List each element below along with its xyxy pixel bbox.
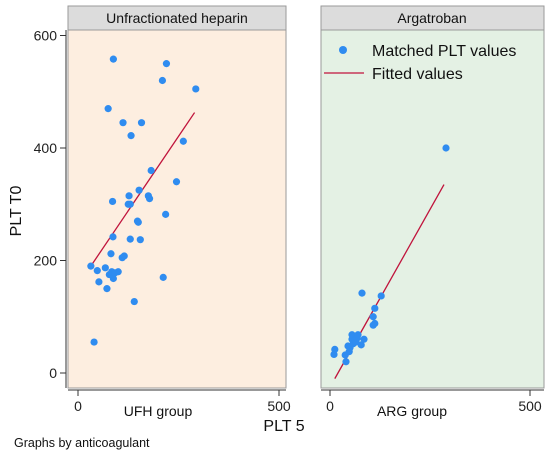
panel-ufh-marks — [87, 55, 200, 346]
data-point-arg-1 — [331, 345, 339, 353]
legend-label-points: Matched PLT values — [372, 43, 516, 60]
data-point-ufh-17 — [120, 252, 128, 260]
data-point-arg-21 — [377, 292, 385, 300]
data-point-ufh-35 — [162, 210, 170, 218]
x-tick-label-ufh-500: 500 — [267, 398, 291, 414]
data-point-arg-15 — [358, 289, 366, 297]
data-point-ufh-21 — [126, 200, 134, 208]
legend-marker-points — [339, 46, 347, 54]
panel-ufh-strip-label: Unfractionated heparin — [106, 10, 248, 26]
panel-arg-marks — [330, 144, 450, 379]
data-point-ufh-22 — [126, 235, 134, 243]
data-point-arg-18 — [369, 313, 377, 321]
data-point-ufh-1 — [90, 338, 98, 346]
data-point-ufh-27 — [135, 186, 143, 194]
panel-arg-strip-label: Argatroban — [397, 10, 466, 26]
data-point-ufh-36 — [162, 60, 171, 68]
data-point-ufh-23 — [127, 132, 135, 140]
x-axis-ufh: 0 500 — [68, 389, 291, 414]
data-point-ufh-15 — [114, 268, 122, 276]
data-point-ufh-11 — [109, 274, 117, 283]
ufh-group-label: UFH group — [124, 403, 193, 419]
legend-label-line: Fitted values — [372, 66, 463, 83]
panel-arg-background — [320, 29, 545, 389]
data-point-ufh-32 — [147, 166, 155, 175]
by-note: Graphs by anticoagulant — [14, 436, 150, 450]
x-axis-arg: 0 500 — [321, 389, 544, 414]
x-tick-label-arg-500: 500 — [518, 398, 542, 414]
y-tick-label-0: 0 — [49, 365, 57, 381]
y-tick-label-200: 200 — [34, 253, 58, 269]
data-point-ufh-39 — [192, 85, 200, 93]
data-point-ufh-28 — [136, 236, 144, 244]
data-point-ufh-24 — [130, 297, 138, 306]
data-point-ufh-33 — [158, 76, 167, 85]
data-point-ufh-14 — [104, 105, 112, 113]
panel-ufh-background — [67, 29, 287, 389]
panel-arg-strip — [320, 5, 545, 31]
data-point-ufh-20 — [125, 192, 133, 200]
data-point-arg-20 — [371, 319, 379, 328]
data-point-arg-16 — [360, 335, 368, 343]
x-tick-label-arg-0: 0 — [326, 398, 334, 414]
legend: Matched PLT values Fitted values — [324, 43, 516, 83]
data-point-ufh-26 — [134, 218, 142, 226]
x-tick-label-ufh-0: 0 — [74, 398, 82, 414]
data-point-ufh-7 — [107, 250, 115, 258]
data-point-ufh-31 — [145, 195, 154, 203]
data-point-ufh-18 — [119, 119, 127, 127]
data-point-ufh-5 — [103, 285, 111, 293]
data-point-arg-3 — [342, 358, 350, 366]
data-point-arg-19 — [371, 304, 379, 312]
x-axis-title: PLT 5 — [263, 418, 304, 435]
data-point-ufh-29 — [137, 119, 146, 127]
data-point-ufh-3 — [95, 278, 103, 286]
y-axis: 0 200 400 600 — [34, 28, 67, 388]
data-point-arg-14 — [357, 341, 365, 349]
data-point-ufh-9 — [108, 197, 117, 206]
data-point-arg-22 — [442, 144, 450, 152]
arg-group-label: ARG group — [377, 403, 447, 419]
panel-ufh-strip — [67, 5, 287, 31]
data-point-ufh-2 — [93, 267, 101, 275]
data-point-ufh-37 — [172, 178, 181, 186]
data-point-ufh-4 — [101, 264, 109, 272]
data-point-ufh-0 — [87, 262, 95, 270]
y-tick-label-600: 600 — [34, 28, 58, 44]
data-point-ufh-38 — [179, 137, 187, 145]
data-point-ufh-12 — [109, 55, 117, 63]
y-axis-title: PLT T0 — [8, 186, 25, 237]
data-point-arg-8 — [348, 331, 356, 339]
data-point-arg-13 — [354, 331, 362, 339]
data-point-ufh-34 — [159, 273, 167, 281]
data-point-ufh-10 — [109, 233, 117, 241]
y-tick-label-400: 400 — [34, 140, 58, 156]
